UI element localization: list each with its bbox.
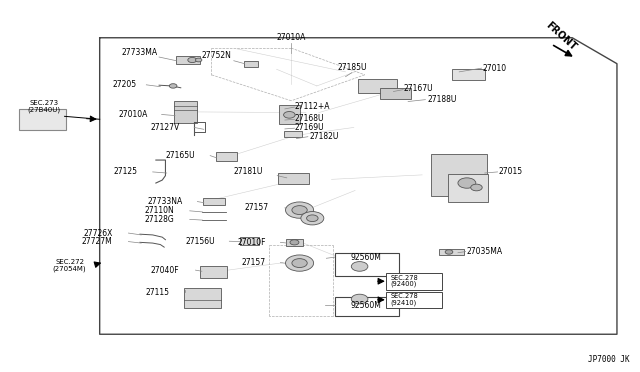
Text: 27181U: 27181U xyxy=(233,167,262,176)
Text: 92560M: 92560M xyxy=(351,253,381,262)
Text: SEC.272: SEC.272 xyxy=(55,259,84,265)
FancyBboxPatch shape xyxy=(19,109,67,130)
Circle shape xyxy=(292,206,307,215)
Circle shape xyxy=(301,212,324,225)
Text: 27112+A: 27112+A xyxy=(294,102,330,111)
Text: 27115: 27115 xyxy=(146,288,170,297)
Bar xyxy=(204,198,225,205)
Circle shape xyxy=(307,215,318,222)
Circle shape xyxy=(351,262,368,271)
Text: FRONT: FRONT xyxy=(543,20,578,53)
Text: SEC.278: SEC.278 xyxy=(390,293,418,299)
Circle shape xyxy=(351,294,368,304)
Circle shape xyxy=(445,250,453,254)
FancyBboxPatch shape xyxy=(386,273,442,290)
Bar xyxy=(200,266,227,278)
Text: 27035MA: 27035MA xyxy=(467,247,503,256)
Bar xyxy=(358,79,397,93)
Circle shape xyxy=(170,84,177,88)
Text: 27010: 27010 xyxy=(483,64,507,73)
Text: JP7000 JK: JP7000 JK xyxy=(588,355,630,364)
Bar xyxy=(279,105,300,125)
Text: 27128G: 27128G xyxy=(145,215,174,224)
Text: 27010A: 27010A xyxy=(118,110,148,119)
Text: 27156U: 27156U xyxy=(185,237,214,246)
Text: 27010A: 27010A xyxy=(276,33,306,42)
Text: 27182U: 27182U xyxy=(309,132,339,141)
Text: 27727M: 27727M xyxy=(82,237,113,246)
Bar xyxy=(175,56,200,64)
Text: SEC.278: SEC.278 xyxy=(390,275,418,280)
Text: 27165U: 27165U xyxy=(166,151,195,160)
Text: 27125: 27125 xyxy=(114,167,138,176)
Text: 27168U: 27168U xyxy=(294,114,324,123)
Bar xyxy=(244,61,258,67)
Circle shape xyxy=(188,57,196,62)
FancyBboxPatch shape xyxy=(386,292,442,308)
Bar xyxy=(278,173,308,184)
Bar xyxy=(184,288,221,308)
Text: 27726X: 27726X xyxy=(83,228,113,238)
Text: 27188U: 27188U xyxy=(428,95,457,104)
Bar xyxy=(286,239,303,246)
Text: SEC.273: SEC.273 xyxy=(29,100,59,106)
Circle shape xyxy=(290,240,299,245)
Text: 27185U: 27185U xyxy=(337,63,367,72)
Circle shape xyxy=(470,184,482,191)
Text: 27157: 27157 xyxy=(244,203,269,212)
Bar xyxy=(216,152,237,161)
Circle shape xyxy=(285,255,314,271)
Bar xyxy=(174,101,197,123)
Text: (27054M): (27054M) xyxy=(53,266,86,272)
Text: 27167U: 27167U xyxy=(403,84,433,93)
Text: (92400): (92400) xyxy=(390,281,417,288)
Text: 27205: 27205 xyxy=(113,80,137,89)
Bar xyxy=(440,249,464,255)
Text: 27110N: 27110N xyxy=(145,206,174,215)
Bar xyxy=(335,253,399,276)
Text: (27B40U): (27B40U) xyxy=(28,107,61,113)
Text: 27733MA: 27733MA xyxy=(121,48,157,57)
Circle shape xyxy=(284,112,295,118)
Bar xyxy=(284,131,302,137)
Circle shape xyxy=(285,202,314,218)
Circle shape xyxy=(292,259,307,267)
Circle shape xyxy=(458,178,476,188)
Bar xyxy=(431,154,487,196)
Bar xyxy=(335,297,399,317)
Text: 27752N: 27752N xyxy=(202,51,232,60)
Text: 27733NA: 27733NA xyxy=(147,197,182,206)
Text: 27040F: 27040F xyxy=(151,266,179,275)
Text: 27127V: 27127V xyxy=(150,123,179,132)
Text: 92560M: 92560M xyxy=(351,301,381,310)
Circle shape xyxy=(195,58,202,62)
Text: 27157: 27157 xyxy=(241,258,266,267)
Text: 27015: 27015 xyxy=(499,167,523,176)
Bar xyxy=(380,88,411,99)
Bar xyxy=(240,237,259,244)
Text: 27010F: 27010F xyxy=(237,238,266,247)
Bar xyxy=(452,69,484,80)
Text: 27169U: 27169U xyxy=(294,123,324,132)
Bar xyxy=(449,174,488,202)
Text: (92410): (92410) xyxy=(390,299,417,306)
